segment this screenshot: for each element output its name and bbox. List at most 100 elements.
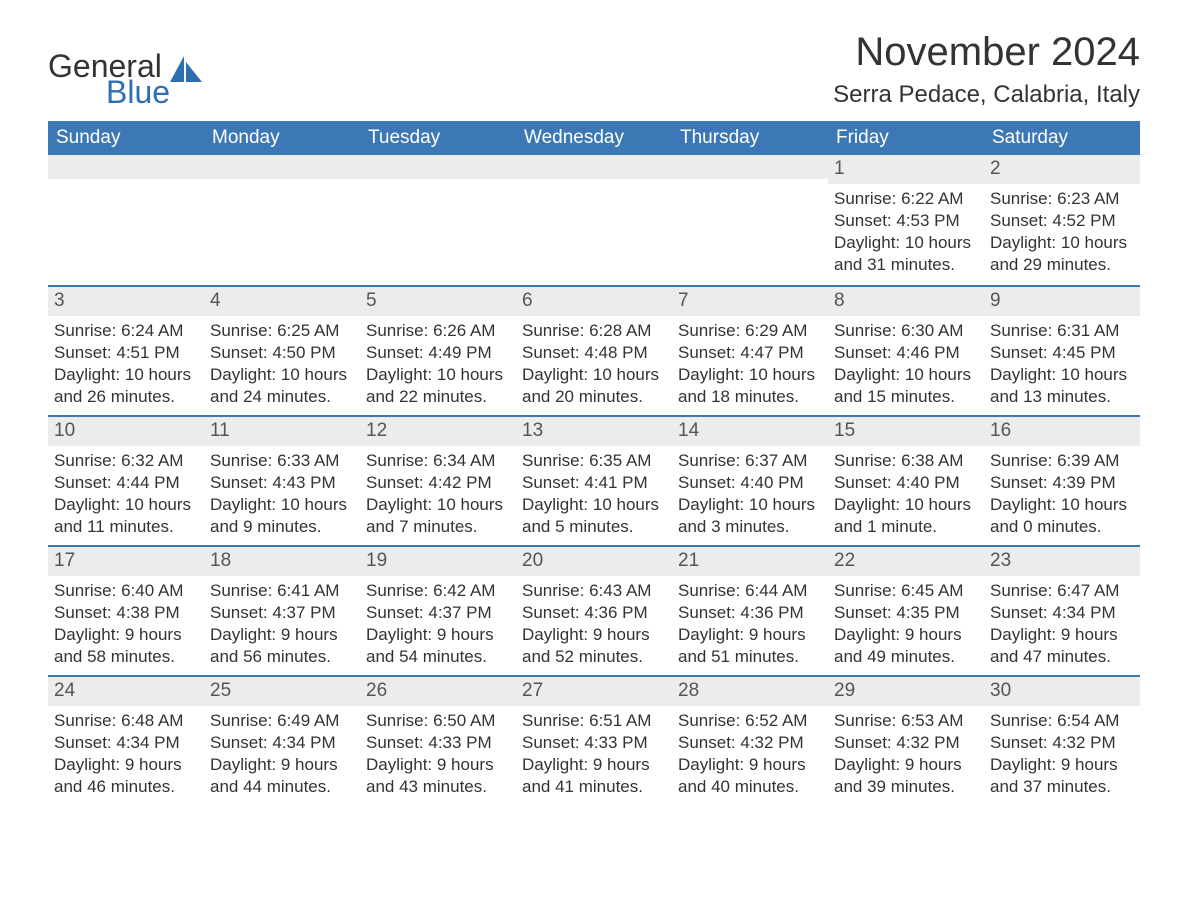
daylight-line: Daylight: 10 hours and 5 minutes. [522, 494, 666, 538]
day-details: Sunrise: 6:29 AMSunset: 4:47 PMDaylight:… [672, 316, 828, 414]
calendar-cell: 22Sunrise: 6:45 AMSunset: 4:35 PMDayligh… [828, 545, 984, 675]
sunrise-line: Sunrise: 6:29 AM [678, 320, 822, 342]
sunrise-line: Sunrise: 6:44 AM [678, 580, 822, 602]
day-details: Sunrise: 6:28 AMSunset: 4:48 PMDaylight:… [516, 316, 672, 414]
day-number: 25 [204, 675, 360, 706]
daylight-line: Daylight: 10 hours and 24 minutes. [210, 364, 354, 408]
sunset-line: Sunset: 4:37 PM [210, 602, 354, 624]
day-details: Sunrise: 6:51 AMSunset: 4:33 PMDaylight:… [516, 706, 672, 804]
sunset-line: Sunset: 4:50 PM [210, 342, 354, 364]
day-number: 9 [984, 285, 1140, 316]
calendar-cell: 23Sunrise: 6:47 AMSunset: 4:34 PMDayligh… [984, 545, 1140, 675]
sunrise-line: Sunrise: 6:23 AM [990, 188, 1134, 210]
sunset-line: Sunset: 4:33 PM [366, 732, 510, 754]
sunrise-line: Sunrise: 6:47 AM [990, 580, 1134, 602]
sunrise-line: Sunrise: 6:37 AM [678, 450, 822, 472]
sunset-line: Sunset: 4:44 PM [54, 472, 198, 494]
day-details: Sunrise: 6:41 AMSunset: 4:37 PMDaylight:… [204, 576, 360, 674]
calendar-cell: 21Sunrise: 6:44 AMSunset: 4:36 PMDayligh… [672, 545, 828, 675]
daylight-line: Daylight: 9 hours and 41 minutes. [522, 754, 666, 798]
calendar-cell: 15Sunrise: 6:38 AMSunset: 4:40 PMDayligh… [828, 415, 984, 545]
calendar-cell: 12Sunrise: 6:34 AMSunset: 4:42 PMDayligh… [360, 415, 516, 545]
weekday-header: Friday [828, 121, 984, 155]
day-details: Sunrise: 6:43 AMSunset: 4:36 PMDaylight:… [516, 576, 672, 674]
sunrise-line: Sunrise: 6:25 AM [210, 320, 354, 342]
logo-sail-icon [170, 56, 202, 82]
sunrise-line: Sunrise: 6:28 AM [522, 320, 666, 342]
calendar-cell [48, 155, 204, 285]
daylight-line: Daylight: 9 hours and 46 minutes. [54, 754, 198, 798]
day-number: 3 [48, 285, 204, 316]
sunrise-line: Sunrise: 6:49 AM [210, 710, 354, 732]
day-details: Sunrise: 6:54 AMSunset: 4:32 PMDaylight:… [984, 706, 1140, 804]
sunrise-line: Sunrise: 6:50 AM [366, 710, 510, 732]
calendar-cell: 13 Sunrise: 6:35 AMSunset: 4:41 PMDayligh… [516, 415, 672, 545]
day-number: 14 [672, 415, 828, 446]
day-number: 4 [204, 285, 360, 316]
daylight-line: Daylight: 9 hours and 56 minutes. [210, 624, 354, 668]
day-details: Sunrise: 6:47 AMSunset: 4:34 PMDaylight:… [984, 576, 1140, 674]
empty-day-bar [360, 155, 516, 179]
sunset-line: Sunset: 4:51 PM [54, 342, 198, 364]
sunset-line: Sunset: 4:43 PM [210, 472, 354, 494]
sunset-line: Sunset: 4:33 PM [522, 732, 666, 754]
sunset-line: Sunset: 4:32 PM [678, 732, 822, 754]
sunset-line: Sunset: 4:48 PM [522, 342, 666, 364]
sunset-line: Sunset: 4:46 PM [834, 342, 978, 364]
daylight-line: Daylight: 10 hours and 15 minutes. [834, 364, 978, 408]
weekday-header: Thursday [672, 121, 828, 155]
day-number: 10 [48, 415, 204, 446]
calendar-cell: 25Sunrise: 6:49 AMSunset: 4:34 PMDayligh… [204, 675, 360, 805]
daylight-line: Daylight: 9 hours and 40 minutes. [678, 754, 822, 798]
day-details: Sunrise: 6:24 AMSunset: 4:51 PMDaylight:… [48, 316, 204, 414]
day-number: 13 [516, 415, 672, 446]
day-details: Sunrise: 6:42 AMSunset: 4:37 PMDaylight:… [360, 576, 516, 674]
weekday-header: Tuesday [360, 121, 516, 155]
empty-day-bar [48, 155, 204, 179]
sunset-line: Sunset: 4:37 PM [366, 602, 510, 624]
day-details: Sunrise: 6:48 AMSunset: 4:34 PMDaylight:… [48, 706, 204, 804]
calendar-cell [204, 155, 360, 285]
day-number: 5 [360, 285, 516, 316]
daylight-line: Daylight: 9 hours and 37 minutes. [990, 754, 1134, 798]
day-details: Sunrise: 6:44 AMSunset: 4:36 PMDaylight:… [672, 576, 828, 674]
daylight-line: Daylight: 10 hours and 31 minutes. [834, 232, 978, 276]
day-details: Sunrise: 6:26 AMSunset: 4:49 PMDaylight:… [360, 316, 516, 414]
calendar-cell: 1Sunrise: 6:22 AMSunset: 4:53 PMDaylight… [828, 155, 984, 285]
day-number: 17 [48, 545, 204, 576]
sunrise-line: Sunrise: 6:35 AM [522, 450, 666, 472]
sunset-line: Sunset: 4:41 PM [522, 472, 666, 494]
day-details: Sunrise: 6:34 AMSunset: 4:42 PMDaylight:… [360, 446, 516, 544]
day-details: Sunrise: 6:37 AMSunset: 4:40 PMDaylight:… [672, 446, 828, 544]
calendar-cell: 29Sunrise: 6:53 AMSunset: 4:32 PMDayligh… [828, 675, 984, 805]
day-details: Sunrise: 6:40 AMSunset: 4:38 PMDaylight:… [48, 576, 204, 674]
calendar-cell: 9Sunrise: 6:31 AMSunset: 4:45 PMDaylight… [984, 285, 1140, 415]
daylight-line: Daylight: 10 hours and 26 minutes. [54, 364, 198, 408]
calendar-cell [672, 155, 828, 285]
calendar-cell [360, 155, 516, 285]
day-number: 24 [48, 675, 204, 706]
day-details: Sunrise: 6:23 AMSunset: 4:52 PMDaylight:… [984, 184, 1140, 282]
sunset-line: Sunset: 4:36 PM [522, 602, 666, 624]
day-number: 20 [516, 545, 672, 576]
daylight-line: Daylight: 10 hours and 0 minutes. [990, 494, 1134, 538]
weekday-header: Monday [204, 121, 360, 155]
sunrise-line: Sunrise: 6:39 AM [990, 450, 1134, 472]
sunrise-line: Sunrise: 6:52 AM [678, 710, 822, 732]
calendar-cell: 3Sunrise: 6:24 AMSunset: 4:51 PMDaylight… [48, 285, 204, 415]
daylight-line: Daylight: 9 hours and 44 minutes. [210, 754, 354, 798]
day-details: Sunrise: 6:52 AMSunset: 4:32 PMDaylight:… [672, 706, 828, 804]
sunrise-line: Sunrise: 6:45 AM [834, 580, 978, 602]
title-block: November 2024 Serra Pedace, Calabria, It… [833, 30, 1140, 109]
sunset-line: Sunset: 4:40 PM [678, 472, 822, 494]
sunrise-line: Sunrise: 6:41 AM [210, 580, 354, 602]
logo-word2: Blue [106, 76, 170, 108]
empty-day-bar [204, 155, 360, 179]
daylight-line: Daylight: 10 hours and 22 minutes. [366, 364, 510, 408]
location: Serra Pedace, Calabria, Italy [833, 81, 1140, 109]
daylight-line: Daylight: 10 hours and 18 minutes. [678, 364, 822, 408]
day-details: Sunrise: 6:32 AMSunset: 4:44 PMDaylight:… [48, 446, 204, 544]
sunset-line: Sunset: 4:52 PM [990, 210, 1134, 232]
daylight-line: Daylight: 10 hours and 11 minutes. [54, 494, 198, 538]
calendar-cell: 27Sunrise: 6:51 AMSunset: 4:33 PMDayligh… [516, 675, 672, 805]
